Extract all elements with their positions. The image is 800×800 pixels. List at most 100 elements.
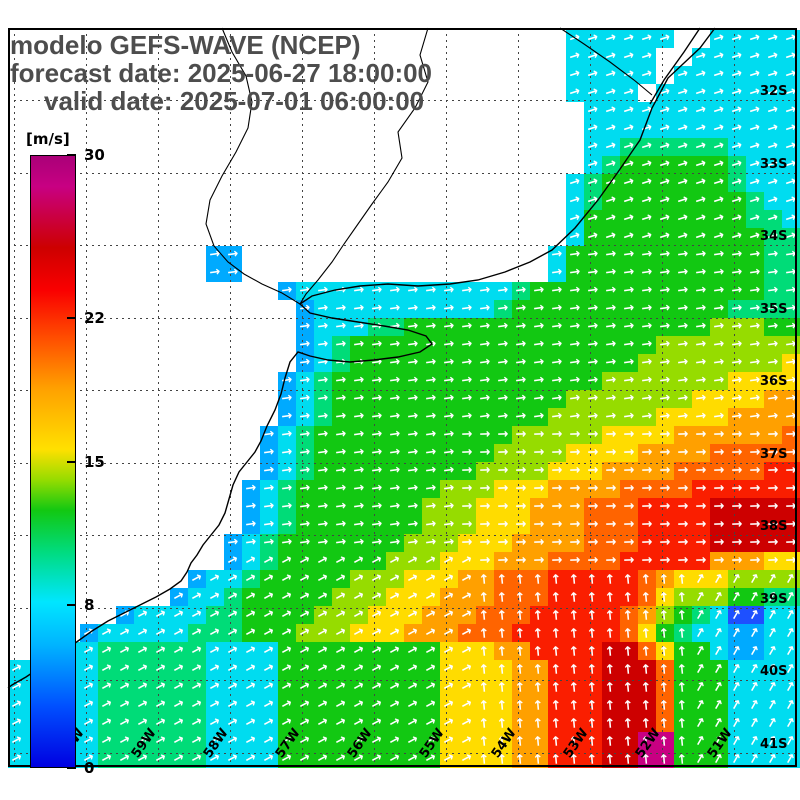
latitude-label: 33S (760, 156, 788, 172)
field-cell (656, 120, 674, 138)
field-cell (566, 246, 584, 264)
field-cell (710, 228, 728, 246)
field-cell (404, 390, 422, 408)
field-cell (728, 84, 746, 102)
field-cell (278, 282, 296, 300)
field-cell (728, 138, 746, 156)
field-cell (692, 102, 710, 120)
field-cell (692, 282, 710, 300)
field-cell (584, 174, 602, 192)
field-cell (620, 300, 638, 318)
field-cell (530, 282, 548, 300)
field-cell (746, 336, 764, 354)
field-cell (584, 102, 602, 120)
field-cell (728, 228, 746, 246)
field-cell (674, 282, 692, 300)
field-cell (602, 354, 620, 372)
field-cell (566, 264, 584, 282)
field-cell (350, 390, 368, 408)
field-cell (728, 102, 746, 120)
field-cell (746, 246, 764, 264)
field-cell (638, 156, 656, 174)
colorbar-tick (67, 460, 76, 463)
field-cell (512, 354, 530, 372)
field-cell (710, 354, 728, 372)
field-cell (746, 174, 764, 192)
field-cell (476, 300, 494, 318)
field-cell (764, 318, 782, 336)
field-cell (764, 354, 782, 372)
field-cell (746, 282, 764, 300)
field-cell (692, 300, 710, 318)
field-cell (710, 192, 728, 210)
field-cell (764, 120, 782, 138)
field-cell (602, 84, 620, 102)
field-cell (566, 336, 584, 354)
field-cell (368, 300, 386, 318)
field-cell (656, 210, 674, 228)
field-cell (710, 48, 728, 66)
field-cell (746, 210, 764, 228)
field-cell (674, 156, 692, 174)
field-cell (422, 318, 440, 336)
field-cell (710, 282, 728, 300)
field-cell (584, 48, 602, 66)
field-cell (764, 30, 782, 48)
field-cell (476, 372, 494, 390)
field-cell (674, 318, 692, 336)
field-cell (692, 48, 710, 66)
field-cell (332, 318, 350, 336)
field-cell (530, 354, 548, 372)
field-cell (710, 102, 728, 120)
field-cell (512, 282, 530, 300)
latitude-label: 39S (760, 591, 788, 607)
field-cell (548, 354, 566, 372)
field-cell (656, 300, 674, 318)
field-cell (710, 336, 728, 354)
field-cell (746, 138, 764, 156)
field-cell (692, 318, 710, 336)
field-cell (494, 282, 512, 300)
field-cell (710, 318, 728, 336)
field-cell (674, 192, 692, 210)
field-cell (728, 318, 746, 336)
field-cell (746, 102, 764, 120)
field-cell (602, 138, 620, 156)
field-cell (422, 300, 440, 318)
field-cell (296, 318, 314, 336)
field-cell (314, 390, 332, 408)
field-cell (620, 156, 638, 174)
latitude-label: 41S (760, 736, 788, 752)
field-cell (602, 246, 620, 264)
field-cell (620, 138, 638, 156)
colorbar-tick-label: 22 (84, 309, 105, 328)
field-cell (566, 372, 584, 390)
field-cell (656, 264, 674, 282)
field-cell (764, 300, 782, 318)
field-cell (584, 336, 602, 354)
field-cell (674, 102, 692, 120)
field-cell (602, 156, 620, 174)
field-cell (692, 354, 710, 372)
field-cell (692, 228, 710, 246)
field-cell (656, 336, 674, 354)
field-cell (692, 66, 710, 84)
field-cell (746, 192, 764, 210)
field-cell (296, 372, 314, 390)
field-cell (638, 66, 656, 84)
field-cell (458, 282, 476, 300)
field-cell (656, 354, 674, 372)
field-cell (638, 336, 656, 354)
field-cell (548, 300, 566, 318)
field-cell (206, 246, 224, 264)
field-cell (584, 192, 602, 210)
field-cell (692, 264, 710, 282)
field-cell (584, 300, 602, 318)
field-cell (314, 282, 332, 300)
field-cell (404, 372, 422, 390)
field-cell (440, 336, 458, 354)
field-cell (746, 354, 764, 372)
field-cell (584, 246, 602, 264)
field-cell (710, 174, 728, 192)
